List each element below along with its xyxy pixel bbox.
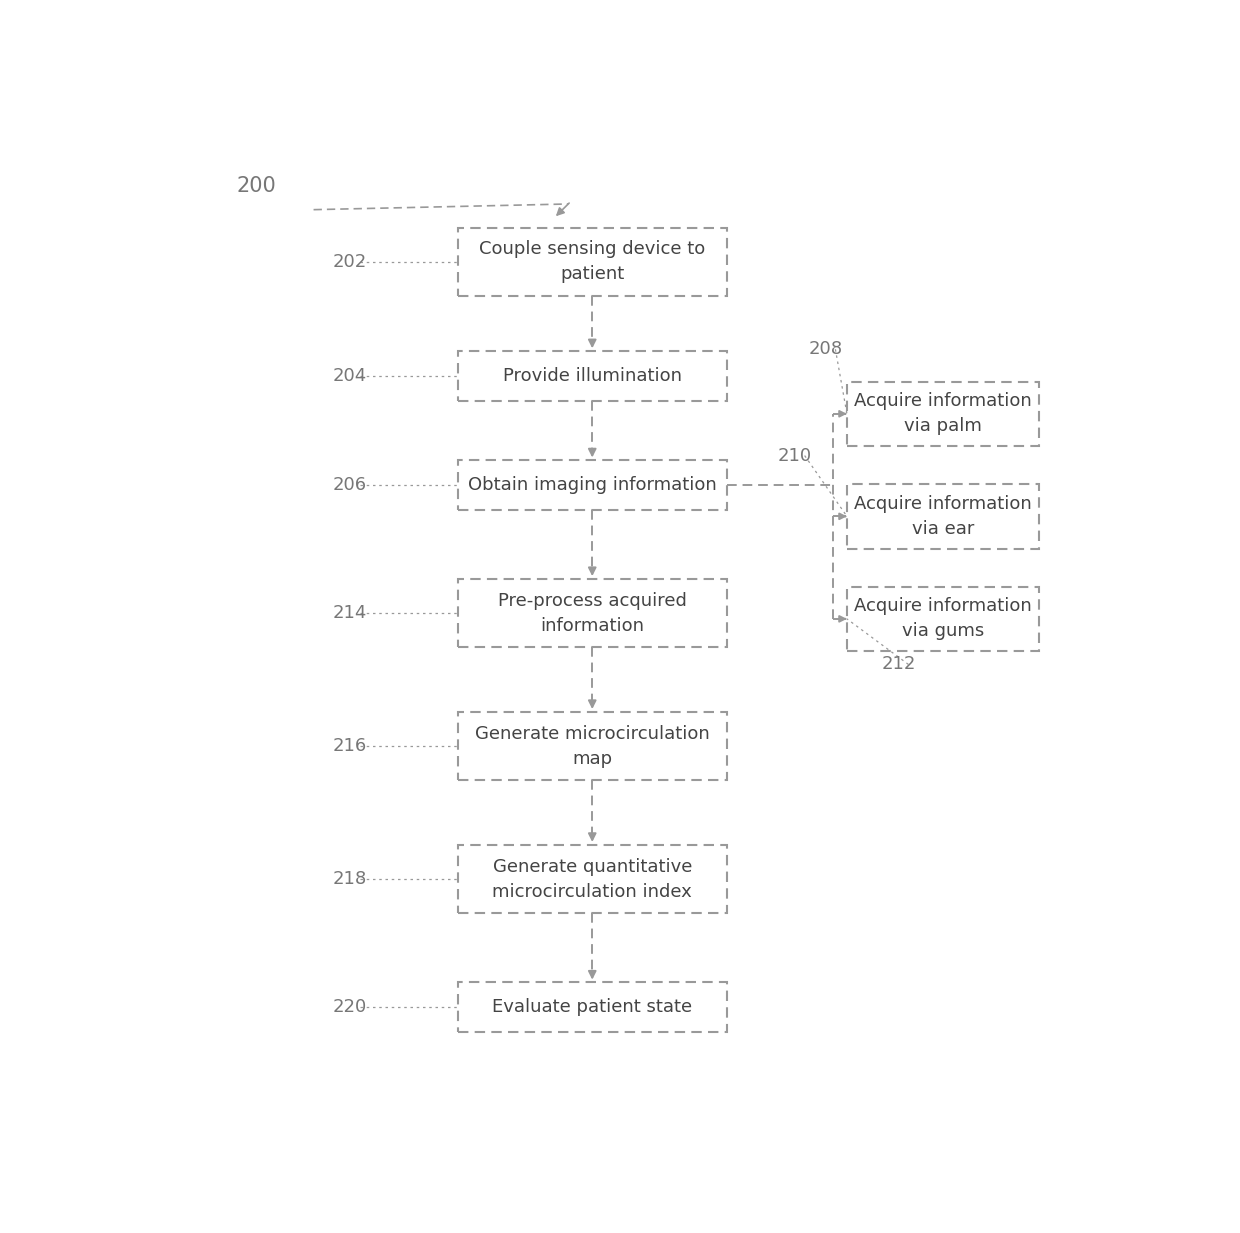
Text: Pre-process acquired
information: Pre-process acquired information <box>497 592 687 635</box>
Text: 212: 212 <box>882 656 916 673</box>
FancyBboxPatch shape <box>847 485 1039 549</box>
Text: 200: 200 <box>237 176 277 196</box>
Text: Obtain imaging information: Obtain imaging information <box>467 476 717 494</box>
Text: 210: 210 <box>777 446 812 465</box>
Text: 208: 208 <box>808 340 843 359</box>
FancyBboxPatch shape <box>458 460 727 509</box>
Text: 216: 216 <box>332 737 367 755</box>
Text: 220: 220 <box>332 999 367 1016</box>
FancyBboxPatch shape <box>847 587 1039 651</box>
Text: Acquire information
via palm: Acquire information via palm <box>854 392 1032 435</box>
Text: 218: 218 <box>332 870 367 888</box>
Text: Provide illumination: Provide illumination <box>502 367 682 385</box>
FancyBboxPatch shape <box>458 351 727 401</box>
Text: Acquire information
via gums: Acquire information via gums <box>854 597 1032 640</box>
FancyBboxPatch shape <box>458 983 727 1032</box>
Text: Couple sensing device to
patient: Couple sensing device to patient <box>479 240 706 284</box>
Text: 206: 206 <box>332 476 367 494</box>
Text: Generate quantitative
microcirculation index: Generate quantitative microcirculation i… <box>492 857 692 900</box>
FancyBboxPatch shape <box>847 381 1039 446</box>
Text: Generate microcirculation
map: Generate microcirculation map <box>475 725 709 768</box>
FancyBboxPatch shape <box>458 580 727 647</box>
Text: 204: 204 <box>332 367 367 385</box>
Text: Acquire information
via ear: Acquire information via ear <box>854 494 1032 538</box>
Text: 214: 214 <box>332 604 367 623</box>
Text: Evaluate patient state: Evaluate patient state <box>492 999 692 1016</box>
FancyBboxPatch shape <box>458 711 727 780</box>
Text: 202: 202 <box>332 253 367 271</box>
FancyBboxPatch shape <box>458 845 727 914</box>
FancyBboxPatch shape <box>458 228 727 296</box>
